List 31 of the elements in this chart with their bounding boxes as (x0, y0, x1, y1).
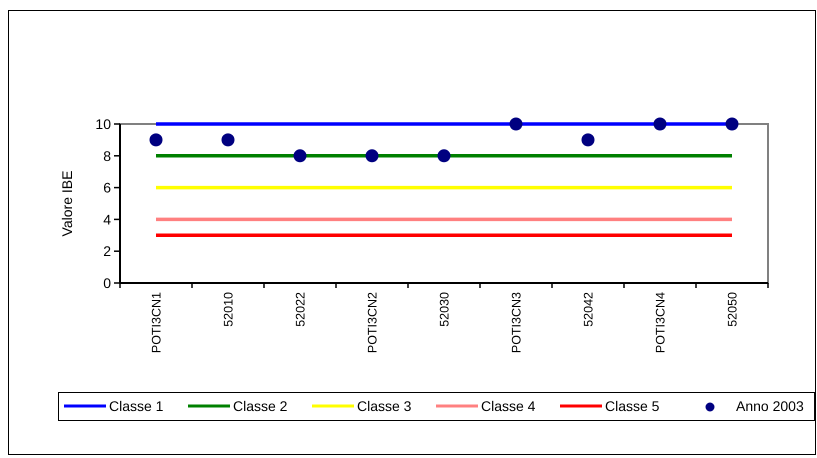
point (582, 133, 594, 146)
y-tick-label: 8 (103, 148, 112, 164)
legend-label: Classe 3 (357, 398, 412, 414)
legend-label: Classe 4 (481, 398, 536, 414)
point (726, 118, 738, 130)
y-tick-label: 4 (103, 211, 112, 228)
y-axis-title: Valore IBE (59, 170, 75, 236)
legend-label: Anno 2003 (736, 398, 804, 414)
legend-label: Classe 2 (233, 398, 288, 414)
x-tick-label: 52030 (438, 292, 452, 327)
point (366, 149, 378, 162)
point (222, 133, 234, 146)
point (654, 118, 666, 130)
point (294, 149, 306, 162)
x-tick-label: POTI3CN4 (654, 292, 668, 354)
x-tick-label: 52050 (726, 292, 740, 327)
point (438, 149, 450, 162)
y-tick-label: 0 (103, 275, 112, 291)
x-tick-label: POTI3CN1 (150, 292, 164, 354)
y-tick-label: 6 (103, 180, 112, 196)
legend-label: Classe 1 (109, 398, 164, 414)
y-tick-label: 10 (95, 116, 112, 132)
y-tick-label: 2 (103, 243, 112, 260)
legend-label: Classe 5 (605, 398, 660, 414)
x-tick-label: 52022 (294, 292, 308, 327)
point (150, 133, 162, 146)
x-tick-label: POTI3CN2 (366, 292, 380, 354)
x-tick-label: 52042 (582, 292, 596, 327)
x-tick-label: 52010 (222, 292, 236, 327)
point (510, 118, 522, 130)
x-tick-label: POTI3CN3 (510, 292, 524, 354)
